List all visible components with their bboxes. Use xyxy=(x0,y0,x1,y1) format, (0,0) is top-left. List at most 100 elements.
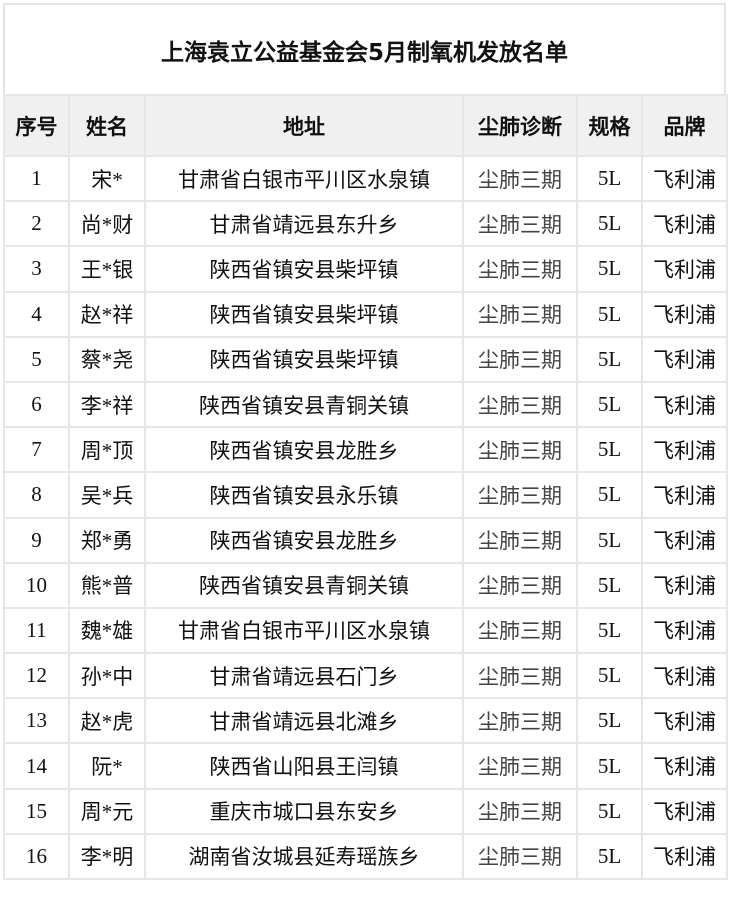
header-address: 地址 xyxy=(144,94,464,157)
header-name: 姓名 xyxy=(68,94,146,157)
cell-name: 郑*勇 xyxy=(68,516,146,564)
distribution-list: 上海袁立公益基金会5月制氧机发放名单 序号 姓名 地址 尘肺诊断 规格 品牌 1… xyxy=(3,3,728,881)
cell-diagnosis: 尘肺三期 xyxy=(462,154,578,203)
cell-address: 陕西省镇安县青铜关镇 xyxy=(144,380,464,429)
cell-name: 魏*雄 xyxy=(68,606,146,655)
cell-diagnosis: 尘肺三期 xyxy=(462,516,578,564)
cell-name: 赵*祥 xyxy=(68,290,146,338)
table-row: 1 宋* 甘肃省白银市平川区水泉镇 尘肺三期 5L 飞利浦 xyxy=(3,154,728,203)
cell-index: 9 xyxy=(3,516,70,564)
cell-name: 周*元 xyxy=(68,787,146,835)
cell-index: 7 xyxy=(3,426,70,474)
cell-spec: 5L xyxy=(576,154,643,203)
cell-diagnosis: 尘肺三期 xyxy=(462,697,578,745)
cell-brand: 飞利浦 xyxy=(641,561,728,609)
cell-name: 宋* xyxy=(68,154,146,203)
cell-index: 8 xyxy=(3,471,70,519)
cell-diagnosis: 尘肺三期 xyxy=(462,742,578,790)
cell-spec: 5L xyxy=(576,200,643,248)
cell-spec: 5L xyxy=(576,697,643,745)
cell-spec: 5L xyxy=(576,290,643,338)
cell-brand: 飞利浦 xyxy=(641,200,728,248)
cell-diagnosis: 尘肺三期 xyxy=(462,561,578,609)
cell-diagnosis: 尘肺三期 xyxy=(462,290,578,338)
table-row: 16 李*明 湖南省汝城县延寿瑶族乡 尘肺三期 5L 飞利浦 xyxy=(3,832,728,881)
cell-index: 11 xyxy=(3,606,70,655)
table-row: 5 蔡*尧 陕西省镇安县柴坪镇 尘肺三期 5L 飞利浦 xyxy=(3,335,728,383)
cell-spec: 5L xyxy=(576,606,643,655)
table-row: 15 周*元 重庆市城口县东安乡 尘肺三期 5L 飞利浦 xyxy=(3,787,728,835)
cell-name: 蔡*尧 xyxy=(68,335,146,383)
cell-name: 赵*虎 xyxy=(68,697,146,745)
cell-spec: 5L xyxy=(576,426,643,474)
cell-address: 陕西省镇安县永乐镇 xyxy=(144,471,464,519)
cell-address: 陕西省镇安县龙胜乡 xyxy=(144,426,464,474)
cell-address: 甘肃省靖远县东升乡 xyxy=(144,200,464,248)
table-row: 3 王*银 陕西省镇安县柴坪镇 尘肺三期 5L 飞利浦 xyxy=(3,245,728,293)
cell-index: 13 xyxy=(3,697,70,745)
cell-name: 李*祥 xyxy=(68,380,146,429)
cell-diagnosis: 尘肺三期 xyxy=(462,787,578,835)
cell-address: 甘肃省靖远县北滩乡 xyxy=(144,697,464,745)
cell-brand: 飞利浦 xyxy=(641,697,728,745)
table-row: 14 阮* 陕西省山阳县王闫镇 尘肺三期 5L 飞利浦 xyxy=(3,742,728,790)
cell-index: 14 xyxy=(3,742,70,790)
cell-name: 王*银 xyxy=(68,245,146,293)
table-row: 7 周*顶 陕西省镇安县龙胜乡 尘肺三期 5L 飞利浦 xyxy=(3,426,728,474)
table-row: 12 孙*中 甘肃省靖远县石门乡 尘肺三期 5L 飞利浦 xyxy=(3,652,728,700)
cell-index: 3 xyxy=(3,245,70,293)
cell-spec: 5L xyxy=(576,832,643,881)
table-row: 4 赵*祥 陕西省镇安县柴坪镇 尘肺三期 5L 飞利浦 xyxy=(3,290,728,338)
cell-index: 6 xyxy=(3,380,70,429)
cell-name: 熊*普 xyxy=(68,561,146,609)
cell-index: 1 xyxy=(3,154,70,203)
cell-spec: 5L xyxy=(576,380,643,429)
cell-diagnosis: 尘肺三期 xyxy=(462,606,578,655)
cell-spec: 5L xyxy=(576,742,643,790)
cell-spec: 5L xyxy=(576,652,643,700)
cell-brand: 飞利浦 xyxy=(641,652,728,700)
header-diagnosis: 尘肺诊断 xyxy=(462,94,578,157)
cell-address: 甘肃省白银市平川区水泉镇 xyxy=(144,154,464,203)
cell-brand: 飞利浦 xyxy=(641,426,728,474)
cell-index: 5 xyxy=(3,335,70,383)
table-row: 6 李*祥 陕西省镇安县青铜关镇 尘肺三期 5L 飞利浦 xyxy=(3,380,728,429)
cell-index: 4 xyxy=(3,290,70,338)
cell-diagnosis: 尘肺三期 xyxy=(462,832,578,881)
cell-address: 重庆市城口县东安乡 xyxy=(144,787,464,835)
cell-address: 陕西省镇安县龙胜乡 xyxy=(144,516,464,564)
cell-diagnosis: 尘肺三期 xyxy=(462,245,578,293)
cell-index: 10 xyxy=(3,561,70,609)
cell-diagnosis: 尘肺三期 xyxy=(462,426,578,474)
cell-address: 甘肃省靖远县石门乡 xyxy=(144,652,464,700)
cell-diagnosis: 尘肺三期 xyxy=(462,335,578,383)
cell-brand: 飞利浦 xyxy=(641,471,728,519)
cell-brand: 飞利浦 xyxy=(641,787,728,835)
cell-spec: 5L xyxy=(576,245,643,293)
cell-address: 陕西省镇安县柴坪镇 xyxy=(144,290,464,338)
cell-spec: 5L xyxy=(576,471,643,519)
cell-brand: 飞利浦 xyxy=(641,606,728,655)
cell-brand: 飞利浦 xyxy=(641,245,728,293)
cell-address: 甘肃省白银市平川区水泉镇 xyxy=(144,606,464,655)
cell-name: 周*顶 xyxy=(68,426,146,474)
cell-brand: 飞利浦 xyxy=(641,516,728,564)
table-header-row: 序号 姓名 地址 尘肺诊断 规格 品牌 xyxy=(3,94,728,157)
cell-address: 陕西省镇安县柴坪镇 xyxy=(144,245,464,293)
table-row: 13 赵*虎 甘肃省靖远县北滩乡 尘肺三期 5L 飞利浦 xyxy=(3,697,728,745)
cell-spec: 5L xyxy=(576,335,643,383)
cell-diagnosis: 尘肺三期 xyxy=(462,380,578,429)
cell-address: 陕西省镇安县青铜关镇 xyxy=(144,561,464,609)
cell-brand: 飞利浦 xyxy=(641,290,728,338)
cell-name: 李*明 xyxy=(68,832,146,881)
cell-spec: 5L xyxy=(576,516,643,564)
cell-spec: 5L xyxy=(576,787,643,835)
cell-name: 阮* xyxy=(68,742,146,790)
cell-index: 16 xyxy=(3,832,70,881)
cell-address: 湖南省汝城县延寿瑶族乡 xyxy=(144,832,464,881)
cell-brand: 飞利浦 xyxy=(641,380,728,429)
table-row: 11 魏*雄 甘肃省白银市平川区水泉镇 尘肺三期 5L 飞利浦 xyxy=(3,606,728,655)
cell-name: 吴*兵 xyxy=(68,471,146,519)
cell-index: 2 xyxy=(3,200,70,248)
cell-brand: 飞利浦 xyxy=(641,154,728,203)
